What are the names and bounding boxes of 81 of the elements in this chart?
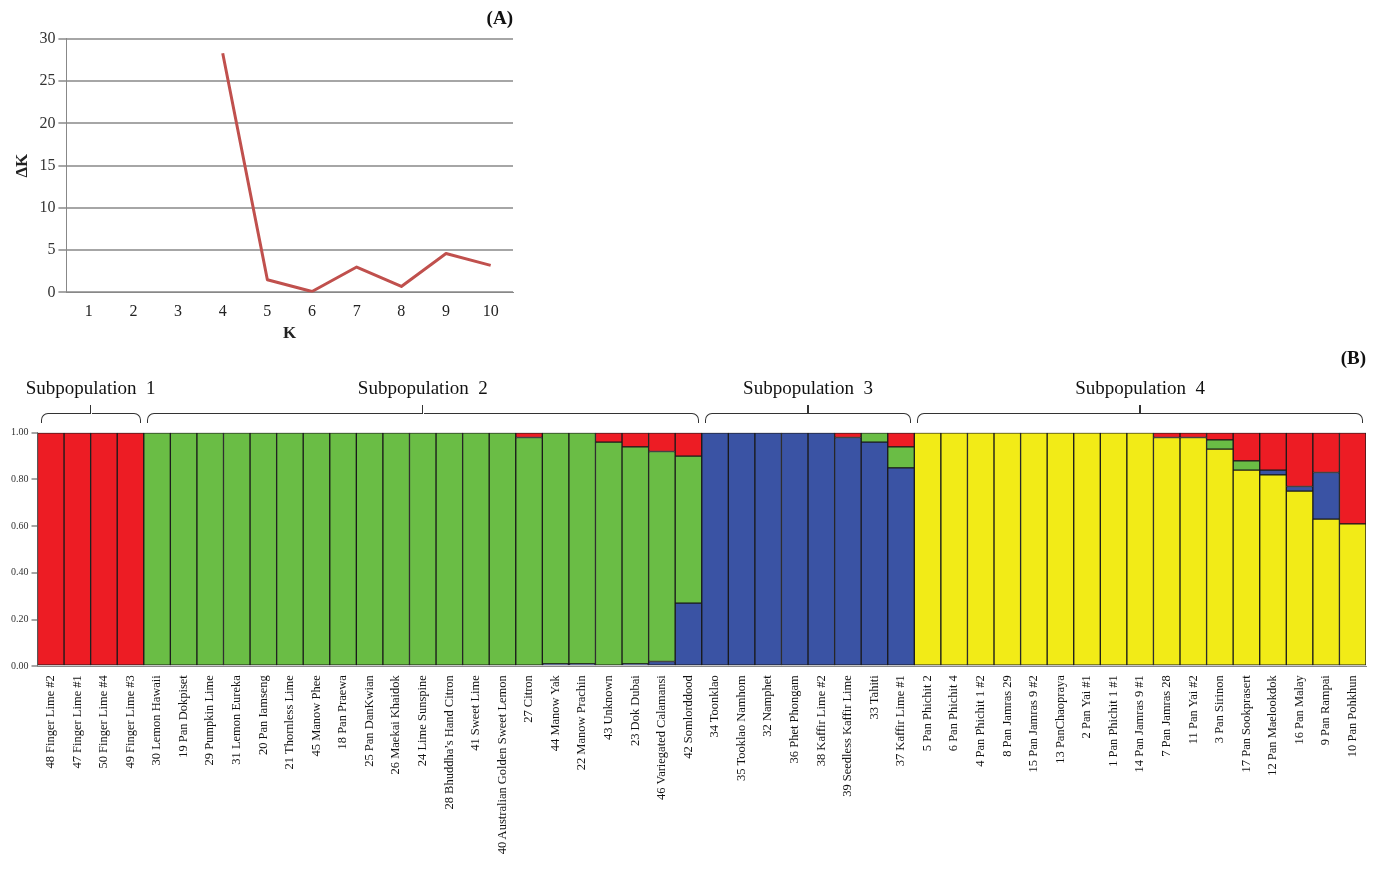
y-tick-label: 10: [39, 198, 56, 216]
chart-title: (A): [486, 7, 513, 30]
x-tick-label: 18 Pan Praewa: [335, 674, 350, 750]
y-tick-label: 0.00: [11, 659, 29, 671]
text: Subpopulation 4: [1074, 376, 1207, 399]
x-tick-label: 1 Pan Phichit 1 #1: [1105, 675, 1120, 767]
x-tick-label: 20 Pan Iamseng: [255, 674, 270, 756]
x-tick-label: 47 Finger Lime #1: [69, 675, 84, 769]
x-tick-label: 8 Pan Jamras 29: [999, 675, 1014, 757]
y-tick-label: 0: [47, 282, 56, 300]
x-tick-label: 9: [442, 302, 451, 320]
x-tick-label: 38 Kaffir Lime #2: [813, 675, 828, 767]
y-axis-title: ΔK: [11, 152, 31, 178]
x-tick-label: 12 Pan Maelookdok: [1265, 674, 1280, 776]
x-tick-label: 48 Finger Lime #2: [43, 675, 58, 769]
x-tick-label: 17 Pan Sookprasert: [1238, 674, 1253, 773]
y-tick-label: 15: [39, 155, 56, 173]
x-tick-label: 15 Pan Jamras 9 #2: [1026, 675, 1041, 773]
x-tick-label: 36 Phet Phongam: [787, 674, 802, 764]
x-tick-label: 31 Lemon Eureka: [229, 674, 244, 765]
x-tick-label: 4: [218, 302, 227, 320]
x-tick-label: 9 Pan Rampai: [1318, 674, 1333, 746]
y-tick-label: 0.80: [11, 473, 29, 485]
x-tick-label: 39 Seedless Kaffir Lime: [840, 674, 855, 797]
x-tick-label: 34 Toonklao: [707, 675, 722, 738]
x-tick-label: 6: [308, 302, 317, 320]
x-tick-label: 4 Pan Phichit 1 #2: [973, 675, 988, 767]
x-tick-label: 30 Lemon Hawaii: [149, 674, 164, 766]
x-tick-label: 33 Tahiti: [866, 674, 881, 720]
x-tick-label: 45 Manow Phee: [308, 674, 323, 757]
x-tick-label: 2 Pan Yai #1: [1079, 675, 1094, 739]
x-tick-label: 8: [397, 302, 406, 320]
x-tick-label: 26 Maekai Khaidok: [388, 674, 403, 775]
x-tick-label: 25 Pan DanKwian: [361, 674, 376, 767]
x-tick-label: 16 Pan Malay: [1291, 674, 1306, 745]
x-tick-label: 23 Dok Dubai: [627, 674, 642, 747]
x-tick-label: 22 Manow Prachin: [574, 674, 589, 771]
x-tick-label: 7: [352, 302, 361, 320]
y-tick-label: 0.40: [11, 566, 29, 578]
x-tick-label: 46 Variegated Calamansi: [654, 674, 669, 800]
x-tick-label: 13 PanChaopraya: [1052, 674, 1067, 764]
x-axis-title: K: [283, 323, 298, 343]
x-tick-label: 27 Citron: [521, 674, 536, 723]
x-tick-label: 5 Pan Phichit 2: [919, 675, 934, 752]
x-tick-label: 50 Finger Lime #4: [96, 674, 111, 769]
y-tick-label: 0.20: [11, 613, 29, 625]
x-tick-label: 29 Pumpkin Lime: [202, 674, 217, 766]
x-tick-label: 3 Pan Sirinon: [1212, 674, 1227, 744]
x-tick-label: 43 Unknown: [601, 674, 616, 741]
x-tick-label: 42 Somlorddood: [680, 674, 695, 759]
x-tick-label: 3: [174, 302, 183, 320]
x-tick-label: 40 Australian Golden Sweet Lemon: [494, 674, 509, 855]
text: Subpopulation 1: [24, 376, 157, 399]
x-tick-label: 10: [482, 302, 499, 320]
x-tick-label: 11 Pan Yai #2: [1185, 675, 1200, 745]
x-tick-label: 10 Pan Pohkhun: [1345, 674, 1359, 758]
x-tick-label: 6 Pan Phichit 4: [946, 674, 961, 752]
y-tick-label: 0.60: [11, 519, 29, 531]
x-tick-label: 2: [129, 302, 138, 320]
y-tick-label: 5: [47, 240, 56, 258]
x-tick-label: 24 Lime Sunspine: [415, 674, 430, 767]
x-tick-label: 28 Bhuddha’s Hand Citron: [441, 674, 456, 810]
x-tick-label: 21 Thornless Lime: [282, 674, 297, 770]
y-tick-label: 30: [39, 29, 56, 46]
x-tick-label: 41 Sweet Lime: [468, 674, 483, 751]
x-tick-label: 35 Tooklao Namhom: [733, 674, 748, 782]
y-tick-label: 25: [39, 71, 56, 89]
y-tick-label: 20: [39, 113, 56, 131]
chart-title: (B): [1340, 347, 1366, 370]
text: Subpopulation 2: [356, 376, 489, 399]
x-tick-label: 5: [263, 302, 272, 320]
text: Subpopulation 3: [742, 376, 874, 399]
y-tick-label: 1.00: [11, 426, 29, 438]
x-tick-label: 32 Namphet: [760, 674, 775, 737]
x-tick-label: 7 Pan Jamras 28: [1159, 675, 1174, 757]
x-tick-label: 44 Manow Yak: [547, 674, 562, 752]
x-tick-label: 14 Pan Jamras 9 #1: [1132, 675, 1147, 773]
x-tick-label: 37 Kaffir Lime #1: [893, 675, 908, 767]
x-tick-label: 49 Finger Lime #3: [122, 675, 137, 769]
x-tick-label: 1: [84, 302, 93, 320]
x-tick-label: 19 Pan Dokpiset: [175, 674, 190, 758]
